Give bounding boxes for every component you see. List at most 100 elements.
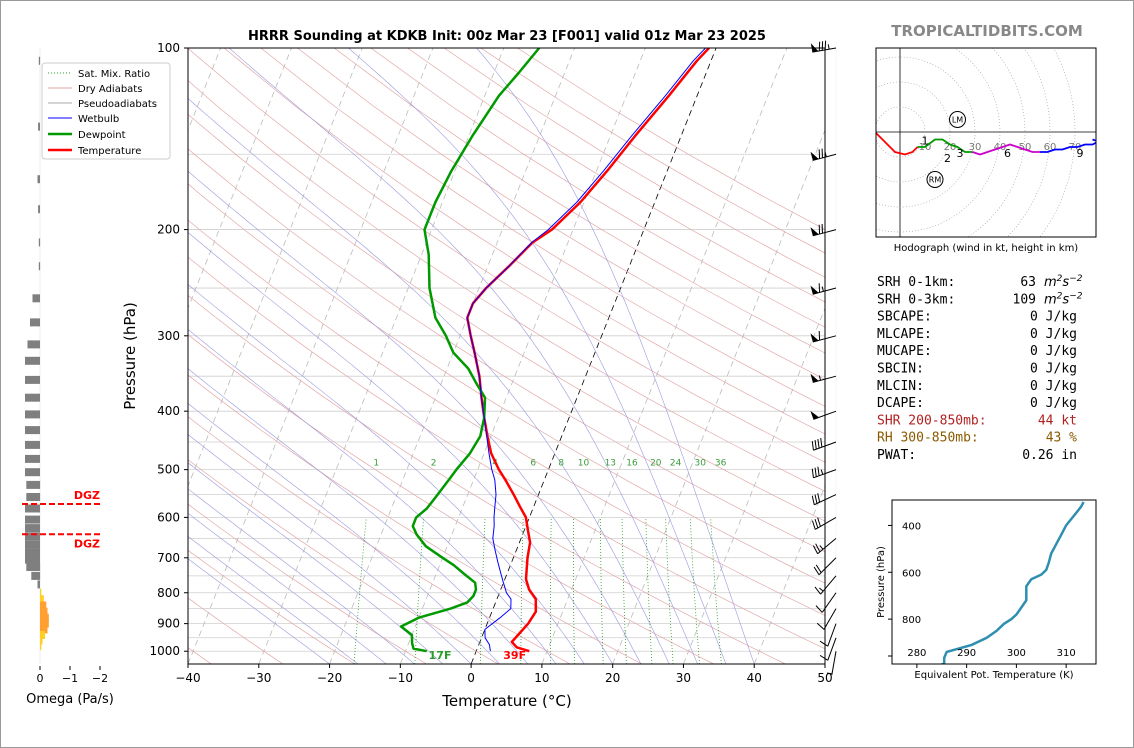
unit-exp: 2 <box>1057 291 1063 301</box>
dry-adiabat <box>297 48 825 380</box>
mixing-ratio-line <box>689 517 700 664</box>
index-label: MLCAPE: <box>877 327 932 342</box>
barb-staff <box>831 651 837 675</box>
dry-adiabat <box>188 183 825 584</box>
theta-e-xtick-label: 290 <box>957 648 976 659</box>
omega-bar <box>40 631 45 639</box>
hodograph-title: Hodograph (wind in kt, height in km) <box>894 243 1079 254</box>
mixing-ratio-label: 10 <box>578 458 590 468</box>
wind-barb <box>811 493 837 506</box>
x-axis-label: Temperature (°C) <box>441 692 571 710</box>
hodo-segment <box>972 143 1040 156</box>
mixing-ratio-line <box>665 517 674 664</box>
barb-flag <box>810 43 819 53</box>
wind-barb <box>810 40 837 53</box>
omega-bar <box>38 56 41 65</box>
barb-full <box>811 520 816 530</box>
theta-e-ytick-label: 600 <box>902 568 921 579</box>
isotherm-line <box>188 48 434 664</box>
omega-panel: DGZ DGZ 0 −1 −2 <box>22 48 108 685</box>
index-label: SBCAPE: <box>877 310 932 325</box>
mixing-ratio-line <box>573 517 575 664</box>
barb-full <box>819 654 829 661</box>
barb-full <box>819 640 829 647</box>
mixing-ratio-label: 2 <box>431 458 437 468</box>
x-tick-label: −10 <box>388 671 413 685</box>
y-tick-label: 600 <box>157 510 180 524</box>
index-value: 0 J/kg <box>1030 362 1077 377</box>
theta-e-frame <box>891 499 1097 665</box>
barb-half <box>826 672 833 675</box>
barb-half <box>824 151 827 157</box>
dry-adiabat <box>188 80 825 492</box>
barb-staff <box>814 516 837 530</box>
mixing-ratio-line <box>414 517 424 664</box>
barb-full <box>814 518 819 529</box>
mixing-ratio-line <box>520 517 524 664</box>
index-unit: m2s−2 <box>1044 274 1083 290</box>
barb-half <box>819 545 824 550</box>
omega-bar <box>25 440 40 449</box>
dry-adiabat <box>188 148 825 553</box>
index-row: RH 300-850mb: 43 % <box>877 431 1077 446</box>
omega-bar <box>38 238 41 247</box>
wind-barb <box>810 373 837 383</box>
hodo-ring <box>1039 48 1076 237</box>
x-tick-label: −40 <box>175 671 200 685</box>
unit-exp: 2 <box>1057 274 1063 284</box>
mixing-ratio-line <box>599 517 604 664</box>
barb-full <box>811 441 814 451</box>
isotherm-line <box>329 48 575 664</box>
hodograph-trace: 1 2 3 6 9 LM RM <box>876 111 1096 188</box>
omega-bar <box>26 480 41 489</box>
index-value: 43 % <box>1046 431 1077 446</box>
barb-flag <box>810 151 819 161</box>
legend-entry: Temperature <box>77 146 141 157</box>
legend: Sat. Mix. Ratio Dry Adiabats Pseudoadiab… <box>41 62 171 160</box>
barb-staff <box>812 153 837 161</box>
pseudoadiabat <box>348 48 727 664</box>
dgz-label: DGZ <box>74 537 100 550</box>
wind-barb <box>814 575 837 595</box>
index-row: SBCAPE: 0 J/kg <box>877 310 1077 325</box>
wind-barb <box>816 608 837 630</box>
dry-adiabat <box>188 549 355 664</box>
hodo-ring <box>876 106 926 158</box>
wind-barb <box>810 330 837 343</box>
index-label: RH 300-850mb: <box>877 431 979 446</box>
barb-staff <box>813 469 837 479</box>
wind-barbs <box>810 40 837 675</box>
mixing-ratio-line <box>621 517 627 664</box>
dry-adiabat <box>188 459 499 664</box>
barb-staff <box>812 335 837 343</box>
unit-m: m <box>1044 275 1057 290</box>
omega-bar <box>25 504 40 513</box>
barb-staff <box>821 592 837 613</box>
mixing-ratio-label: 6 <box>530 458 536 468</box>
storm-motion-label: LM <box>952 116 963 125</box>
pseudoadiabat <box>188 488 415 664</box>
index-row: SHR 200-850mb: 44 kt <box>877 413 1077 428</box>
site-watermark: TROPICALTIDBITS.COM <box>891 22 1083 40</box>
skewt-axes: −40 −30 −20 −10 0 10 20 30 40 50 100 200 300 400 500 60… <box>149 41 832 685</box>
pseudoadiabat <box>188 462 444 664</box>
hodo-ring <box>876 48 1001 233</box>
dry-adiabat <box>188 219 825 616</box>
hodo-ring <box>967 48 1026 237</box>
index-label: SHR 200-850mb: <box>877 413 987 428</box>
omega-tick-label: −2 <box>92 672 108 685</box>
barb-flag <box>810 373 819 383</box>
index-value: 0 J/kg <box>1030 379 1077 394</box>
pseudoadiabat <box>188 98 670 664</box>
isotherm-line <box>753 484 825 664</box>
pseudoadiabat <box>188 231 613 664</box>
mixing-ratio-label: 13 <box>605 458 616 468</box>
omega-bar <box>25 540 40 549</box>
theta-e-xtick-label: 310 <box>1057 648 1076 659</box>
skewt-background-lines: 1 2 4 6 8 10 13 16 20 24 30 36 <box>188 48 825 664</box>
y-tick-label: 500 <box>157 463 180 477</box>
index-value: 109 <box>1013 292 1036 307</box>
surface-temperature-label: 39F <box>503 649 526 662</box>
